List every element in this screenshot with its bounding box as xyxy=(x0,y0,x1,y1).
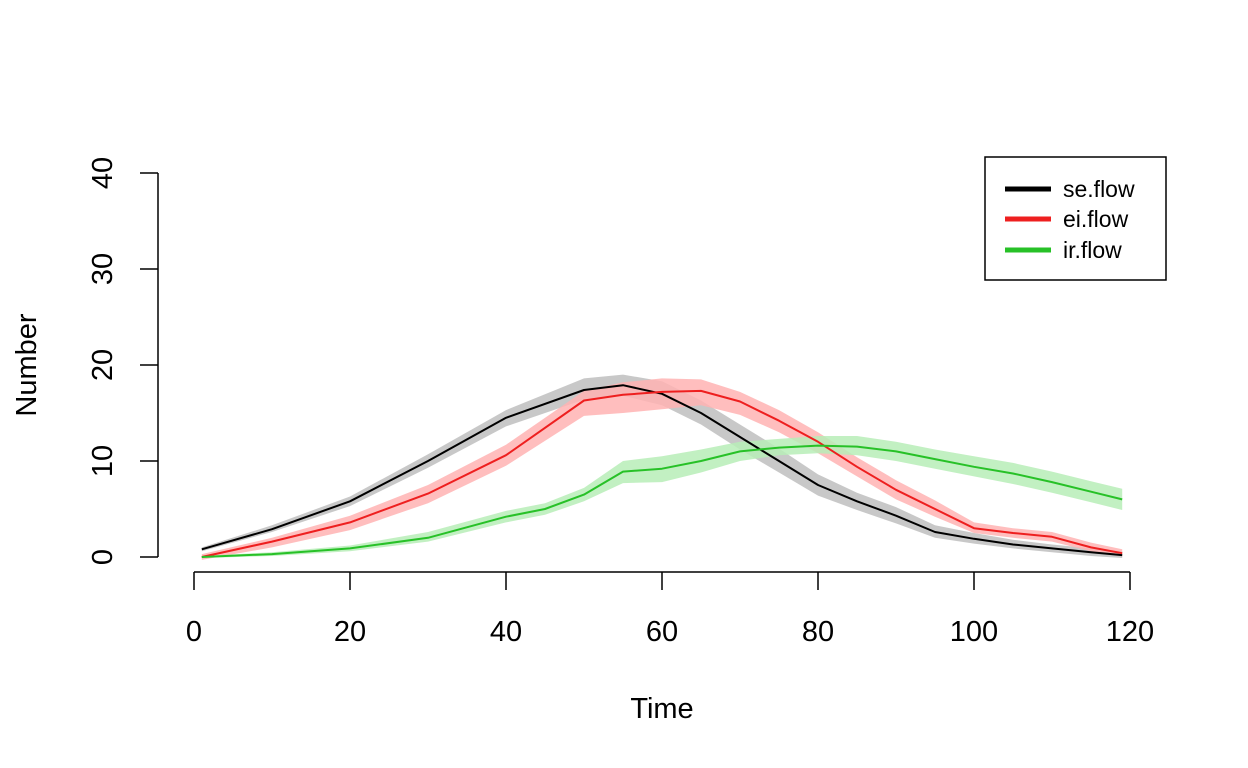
confidence-bands xyxy=(201,374,1123,560)
legend: se.flow ei.flow ir.flow xyxy=(984,156,1167,281)
legend-label-ei-flow: ei.flow xyxy=(1063,206,1129,232)
x-tick-label: 20 xyxy=(334,616,366,648)
y-tick-label: 10 xyxy=(87,445,119,477)
y-tick-label: 40 xyxy=(87,157,119,189)
x-tick-label: 120 xyxy=(1106,616,1154,648)
x-tick-label: 60 xyxy=(646,616,678,648)
x-tick-label: 80 xyxy=(802,616,834,648)
y-tick-label: 30 xyxy=(87,253,119,285)
x-tick-label: 40 xyxy=(490,616,522,648)
x-tick-label: 0 xyxy=(186,616,202,648)
y-tick-label: 0 xyxy=(87,549,119,565)
line-ir-flow xyxy=(201,444,1123,558)
band-ir-flow xyxy=(201,436,1123,558)
series-lines xyxy=(201,384,1123,558)
band-se-flow xyxy=(201,374,1123,558)
legend-label-se-flow: se.flow xyxy=(1063,176,1135,202)
band-ei-flow xyxy=(201,378,1123,560)
legend-label-ir-flow: ir.flow xyxy=(1063,237,1122,263)
legend-box xyxy=(984,156,1167,281)
line-ei-flow xyxy=(201,389,1123,558)
x-axis-title: Time xyxy=(630,693,693,725)
x-tick-label: 100 xyxy=(950,616,998,648)
y-tick-label: 20 xyxy=(87,349,119,381)
x-axis: 0 20 40 60 80 100 120 xyxy=(186,571,1154,648)
y-axis: 0 10 20 30 40 xyxy=(87,157,159,565)
y-axis-title: Number xyxy=(11,313,43,416)
